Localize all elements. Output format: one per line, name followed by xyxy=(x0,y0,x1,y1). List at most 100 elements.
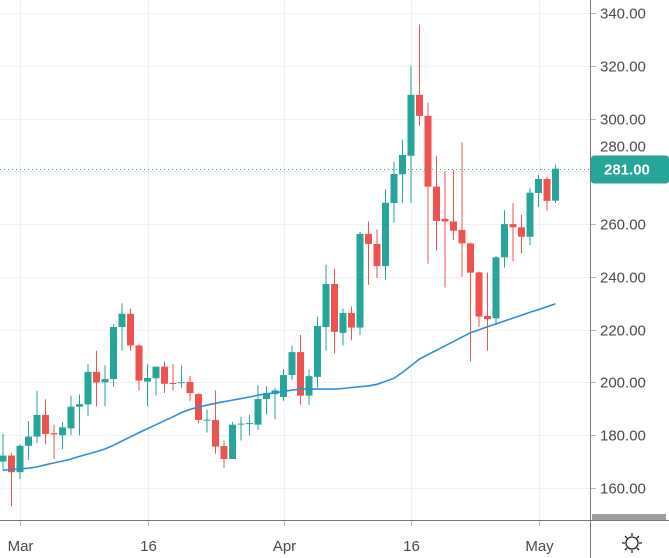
candle-body xyxy=(93,371,100,383)
candle-body xyxy=(305,376,313,396)
candle-body xyxy=(297,352,304,396)
candle-body xyxy=(484,315,491,320)
candle-body xyxy=(152,366,160,379)
candle-up xyxy=(280,369,287,401)
candle-up xyxy=(492,255,500,326)
candle-body xyxy=(135,345,143,381)
candle-body xyxy=(331,284,338,332)
price-tick-label: 280.00 xyxy=(600,139,646,156)
candle-up xyxy=(399,139,406,204)
candle-body xyxy=(373,243,381,267)
candle-body xyxy=(535,178,542,193)
candle-body xyxy=(280,375,287,397)
candles xyxy=(0,24,559,507)
candle-body xyxy=(33,414,41,437)
candle-down xyxy=(433,156,440,251)
candle-body xyxy=(186,381,194,394)
candle-up xyxy=(390,161,398,223)
candle-body xyxy=(67,406,75,429)
candle-body xyxy=(475,272,483,317)
time-tick-label: Apr xyxy=(273,538,296,555)
candle-up xyxy=(178,365,185,388)
price-tick-label: 260.00 xyxy=(600,217,646,234)
candle-body xyxy=(356,233,364,328)
candle-up xyxy=(118,303,126,351)
candle-up xyxy=(322,264,330,351)
candle-body xyxy=(76,404,83,407)
candle-body xyxy=(407,94,415,156)
candle-up xyxy=(288,345,296,381)
candle-body xyxy=(50,433,58,435)
candle-down xyxy=(450,170,457,240)
candle-down xyxy=(212,390,219,454)
time-tick-label: 16 xyxy=(403,538,420,555)
candle-up xyxy=(203,409,211,433)
candle-up xyxy=(16,444,24,480)
candle-down xyxy=(458,142,466,277)
price-tick-label: 220.00 xyxy=(600,323,646,340)
last-price-text: 281.00 xyxy=(604,162,650,179)
candle-body xyxy=(390,173,398,204)
price-tick-label: 180.00 xyxy=(600,428,646,445)
candle-down xyxy=(169,363,177,391)
candle-up xyxy=(59,422,66,449)
candle-body xyxy=(101,379,109,383)
candle-body xyxy=(399,154,406,175)
candle-up xyxy=(144,363,151,407)
candle-up xyxy=(33,390,41,444)
candle-up xyxy=(246,414,253,436)
candle-up xyxy=(356,232,364,335)
candle-body xyxy=(16,445,24,473)
candle-down xyxy=(161,361,168,394)
candle-up xyxy=(314,316,321,388)
last-price-badge xyxy=(591,155,669,184)
candle-up xyxy=(552,164,559,204)
candle-up xyxy=(305,369,313,405)
candle-body xyxy=(118,313,126,328)
candle-up xyxy=(152,366,160,396)
candle-body xyxy=(526,192,534,237)
candle-down xyxy=(373,229,381,278)
candle-body xyxy=(450,221,457,231)
candle-down xyxy=(186,375,194,401)
candle-up xyxy=(110,324,117,387)
settings-icon[interactable] xyxy=(622,533,642,553)
candle-body xyxy=(220,446,228,459)
candle-body xyxy=(288,352,296,376)
time-axis[interactable] xyxy=(0,520,590,558)
candle-body xyxy=(178,382,185,384)
candle-body xyxy=(127,313,134,346)
candle-body xyxy=(254,399,262,425)
candle-body xyxy=(237,423,245,425)
candle-down xyxy=(365,221,372,285)
candle-body xyxy=(416,94,423,116)
candle-body xyxy=(203,419,211,421)
time-tick-label: Mar xyxy=(8,538,34,555)
candle-body xyxy=(348,313,355,328)
candle-up xyxy=(101,365,109,407)
axis-cursor-label xyxy=(592,514,666,520)
candle-down xyxy=(467,242,474,362)
candle-up xyxy=(254,385,262,430)
candle-up xyxy=(263,386,270,415)
price-tick-label: 320.00 xyxy=(600,59,646,76)
candle-body xyxy=(322,284,330,328)
candle-body xyxy=(314,325,321,377)
moving-average-line xyxy=(2,303,556,472)
candle-up xyxy=(229,422,236,459)
candle-body xyxy=(0,455,7,462)
price-tick-label: 240.00 xyxy=(600,270,646,287)
candle-down xyxy=(424,102,432,264)
candle-body xyxy=(212,419,219,447)
candle-down xyxy=(416,24,423,126)
candle-up xyxy=(76,394,83,436)
candle-up xyxy=(535,174,542,207)
candle-body xyxy=(458,229,466,244)
price-axis[interactable] xyxy=(590,0,669,520)
candle-body xyxy=(246,423,253,425)
candle-body xyxy=(110,327,117,380)
candle-up xyxy=(501,210,508,268)
candle-body xyxy=(339,313,347,333)
candle-up xyxy=(67,395,75,436)
